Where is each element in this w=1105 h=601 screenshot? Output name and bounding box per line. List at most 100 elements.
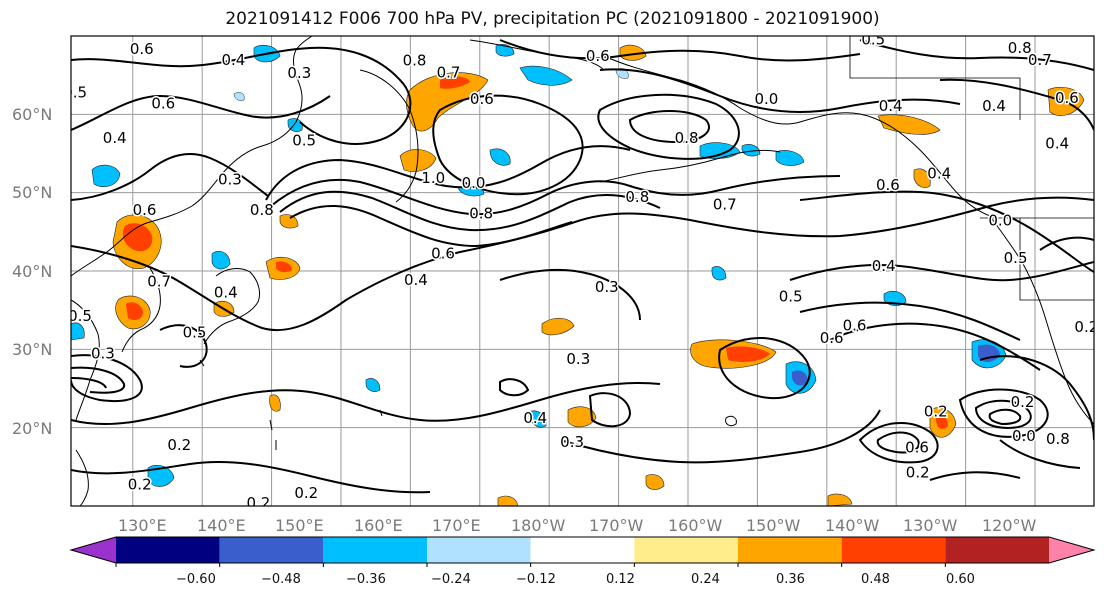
precip-negative-region bbox=[519, 65, 573, 86]
pv-contour-line bbox=[939, 78, 1094, 131]
contour-label: 0.0 bbox=[988, 211, 1012, 229]
map-frame bbox=[70, 35, 1095, 507]
coastline-kamchatka bbox=[359, 69, 419, 203]
coastline-chukotka bbox=[469, 39, 605, 71]
coastline-islands bbox=[199, 359, 383, 450]
precip-negative-region bbox=[147, 465, 175, 487]
contour-label: 0.5 bbox=[292, 131, 316, 149]
pv-contours bbox=[71, 39, 1094, 494]
lon-label-130e: 130°E bbox=[118, 516, 167, 535]
contour-label: 0.7 bbox=[147, 272, 171, 290]
contour-label: 0.6 bbox=[820, 329, 844, 347]
pv-contour-line bbox=[988, 408, 1022, 426]
border-line bbox=[1019, 218, 1094, 301]
precip-strong-region bbox=[122, 223, 153, 252]
contour-label: 0.4 bbox=[221, 51, 245, 69]
pv-contour-line bbox=[718, 337, 811, 400]
lon-label-150e: 150°E bbox=[275, 516, 324, 535]
contour-label: 0.4 bbox=[982, 97, 1006, 115]
contour-label: 0.2 bbox=[246, 494, 270, 512]
contour-label: 0.4 bbox=[214, 283, 238, 301]
contour-label: 0.0 bbox=[462, 174, 486, 192]
lat-label-40n: 40°N bbox=[12, 262, 53, 281]
precip-positive-region bbox=[567, 406, 597, 428]
coastline-north-america bbox=[989, 215, 1094, 425]
contour-label: 0.4 bbox=[879, 97, 903, 115]
contour-label: 0.2 bbox=[294, 484, 318, 502]
contour-label: 0.4 bbox=[523, 409, 547, 427]
contour-label: 0.0 bbox=[754, 90, 778, 108]
colorbar-swatch bbox=[945, 537, 1049, 563]
pv-contour-line bbox=[159, 324, 208, 368]
coastline-china bbox=[71, 299, 100, 421]
coastline-aleutians bbox=[599, 149, 781, 183]
pv-contour-line bbox=[71, 354, 143, 402]
contour-label: 0.6 bbox=[133, 201, 157, 219]
coastlines bbox=[71, 36, 1094, 506]
precip-negative-region bbox=[489, 148, 511, 166]
colorbar-swatch bbox=[634, 537, 738, 563]
precip-positive-region bbox=[279, 214, 299, 229]
contour-labels: 0.60.40.30.50.60.4 0.50.30.80.70.60.5 0.80… bbox=[71, 36, 1098, 512]
contour-label: 0.8 bbox=[403, 52, 427, 70]
precip-shading bbox=[71, 44, 1085, 506]
pv-contour-line bbox=[588, 392, 632, 428]
colorbar-extend-high bbox=[1049, 537, 1094, 563]
precip-strong-region bbox=[936, 413, 948, 429]
pv-contour-line bbox=[597, 93, 740, 160]
pv-contour-line bbox=[829, 322, 1041, 371]
pv-contour-line bbox=[876, 431, 920, 454]
colorbar-tick-label: 0.12 bbox=[606, 572, 635, 587]
pv-contour-line bbox=[929, 471, 1021, 481]
colorbar-tick-label: −0.60 bbox=[176, 572, 216, 587]
contour-label: 0.2 bbox=[1074, 318, 1098, 336]
precip-strong-region bbox=[126, 302, 143, 320]
lat-label-30n: 30°N bbox=[12, 340, 53, 359]
precip-light-negative-region bbox=[615, 68, 629, 79]
precip-negative-region bbox=[211, 251, 231, 270]
lon-label-130w: 130°W bbox=[903, 516, 958, 535]
lon-label-170e: 170°E bbox=[432, 516, 481, 535]
precip-positive-region bbox=[269, 394, 281, 412]
colorbar-swatch bbox=[116, 537, 220, 563]
pv-contour-line bbox=[71, 381, 661, 426]
colorbar-tick-label: −0.12 bbox=[516, 572, 556, 587]
contour-label: 0.0 bbox=[1012, 427, 1036, 445]
contour-label: 0.6 bbox=[151, 95, 175, 113]
contour-label: 0.4 bbox=[103, 129, 127, 147]
colorbar-swatch bbox=[219, 537, 324, 563]
pv-contour-line bbox=[71, 46, 412, 145]
contour-label: 0.8 bbox=[250, 201, 274, 219]
precip-strong-region bbox=[276, 261, 292, 273]
contour-label: 0.2 bbox=[128, 475, 152, 493]
pv-contour-line bbox=[789, 261, 1094, 282]
contour-label: 0.5 bbox=[1004, 249, 1028, 267]
contour-label: 0.2 bbox=[924, 403, 948, 421]
lat-label-20n: 20°N bbox=[12, 419, 53, 438]
precip-negative-region bbox=[71, 322, 85, 341]
pv-contour-line bbox=[265, 145, 631, 201]
contour-label: 0.8 bbox=[1008, 39, 1032, 57]
precip-positive-region bbox=[497, 495, 519, 506]
precip-positive-region bbox=[827, 493, 853, 506]
contour-label: 0.6 bbox=[586, 47, 610, 65]
pv-contour-line bbox=[858, 422, 939, 464]
pv-contour-line bbox=[71, 377, 107, 389]
colorbar-swatch bbox=[841, 537, 946, 563]
precip-negative-region bbox=[527, 410, 547, 428]
colorbar-tick-label: 0.36 bbox=[776, 572, 805, 587]
colorbar-tick-label: −0.24 bbox=[431, 572, 471, 587]
colorbar-tick-label: 0.48 bbox=[861, 572, 890, 587]
colorbar-swatch bbox=[323, 537, 427, 563]
lon-label-150w: 150°W bbox=[746, 516, 801, 535]
pv-contour-line bbox=[859, 39, 1094, 71]
contour-label: 0.5 bbox=[183, 323, 207, 341]
contour-label: 0.7 bbox=[1028, 51, 1052, 69]
lon-label-140e: 140°E bbox=[197, 516, 246, 535]
lon-label-160w: 160°W bbox=[668, 516, 723, 535]
contour-label: 0.3 bbox=[287, 64, 311, 82]
pv-contour-line bbox=[289, 205, 573, 248]
coastline-japan bbox=[203, 268, 261, 345]
contour-label: 0.8 bbox=[625, 188, 649, 206]
contour-label: 0.3 bbox=[560, 433, 584, 451]
